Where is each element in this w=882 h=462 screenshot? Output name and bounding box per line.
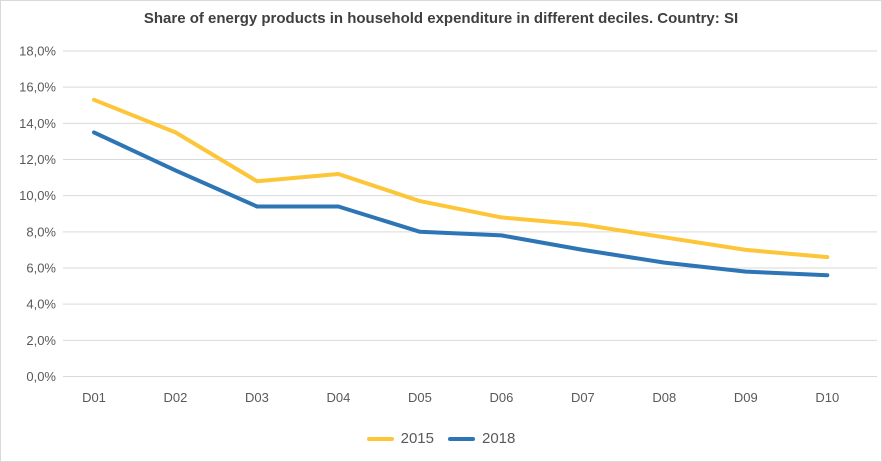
- y-axis-tick-label: 14,0%: [19, 116, 56, 131]
- x-axis-tick-label: D03: [245, 390, 269, 405]
- y-axis-tick-label: 6,0%: [26, 261, 56, 276]
- x-axis-tick-label: D08: [652, 390, 676, 405]
- y-axis-tick-label: 4,0%: [26, 297, 56, 312]
- series-line-2018: [92, 130, 830, 278]
- x-axis-tick-label: D10: [815, 390, 839, 405]
- y-axis-tick-label: 10,0%: [19, 188, 56, 203]
- legend-label-2018: 2018: [482, 430, 516, 447]
- legend-label-2015: 2015: [400, 430, 434, 447]
- x-axis-tick-label: D09: [734, 390, 758, 405]
- series-line-2015: [92, 97, 830, 260]
- x-axis-tick-label: D04: [327, 390, 351, 405]
- y-axis-tick-label: 18,0%: [19, 44, 56, 59]
- y-axis-tick-label: 0,0%: [26, 369, 56, 384]
- y-axis-tick-label: 2,0%: [26, 333, 56, 348]
- legend-swatch-2015: [366, 436, 394, 441]
- x-axis-tick-label: D06: [489, 390, 513, 405]
- legend-item-2015[interactable]: 2015: [366, 430, 434, 447]
- x-axis-tick-label: D01: [82, 390, 106, 405]
- y-axis-tick-label: 12,0%: [19, 152, 56, 167]
- legend-item-2018[interactable]: 2018: [448, 430, 515, 447]
- x-axis-tick-label: D02: [164, 390, 188, 405]
- legend: 2015 2018: [1, 430, 881, 447]
- x-axis-tick-label: D05: [408, 390, 432, 405]
- y-axis-tick-label: 16,0%: [19, 80, 56, 95]
- legend-swatch-2018: [448, 436, 475, 441]
- chart-title: Share of energy products in household ex…: [143, 10, 739, 27]
- y-axis-tick-label: 8,0%: [26, 224, 56, 239]
- x-axis-tick-label: D07: [571, 390, 595, 405]
